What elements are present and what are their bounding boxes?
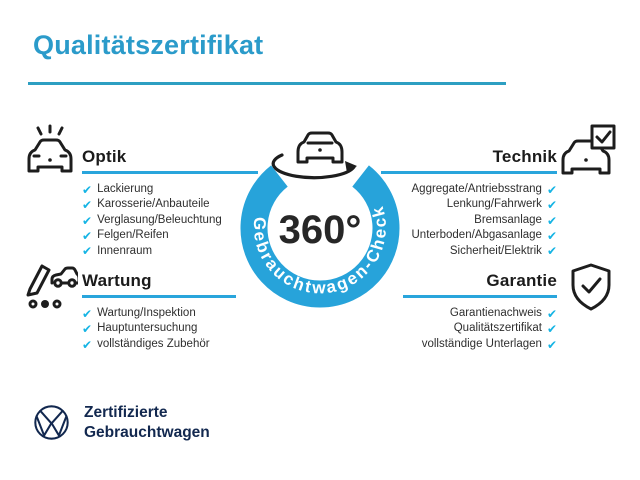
page-title: Qualitätszertifikat <box>33 30 264 60</box>
list-item-label: Felgen/Reifen <box>97 229 169 242</box>
check-icon: ✔ <box>82 306 93 321</box>
list-item: Sicherheit/Elektrik ✔ <box>381 244 557 259</box>
list-item-label: Hauptuntersuchung <box>97 322 198 335</box>
list-item-label: Innenraum <box>97 244 153 257</box>
brand-line-1: Zertifizierte <box>84 404 168 421</box>
check-icon: ✔ <box>546 337 557 352</box>
list-item-label: Garantienachweis <box>449 307 542 319</box>
brand-text: Zertifizierte Gebrauchtwagen <box>84 403 210 443</box>
title-divider <box>28 82 506 85</box>
list-item: ✔ Lackierung <box>82 182 258 197</box>
check-icon: ✔ <box>546 182 557 197</box>
check-icon: ✔ <box>546 213 557 228</box>
service-checklist-icon <box>24 258 81 317</box>
list-item: Garantienachweis ✔ <box>403 306 557 321</box>
list-item: Aggregate/Antriebsstrang ✔ <box>381 182 557 197</box>
list-item: vollständige Unterlagen ✔ <box>403 337 557 352</box>
car-rotate-icon <box>271 131 357 180</box>
section-wartung: Wartung ✔ Wartung/Inspektion ✔ Hauptunters… <box>82 271 236 352</box>
section-garantie-underline <box>403 295 557 298</box>
list-item: ✔ Wartung/Inspektion <box>82 306 236 321</box>
section-optik-list: ✔ Lackierung ✔ Karosserie/Anbauteile ✔ Verg… <box>82 182 258 259</box>
list-item: ✔ vollständiges Zubehör <box>82 337 236 352</box>
section-technik-list: Aggregate/Antriebsstrang ✔ Lenkung/Fahrwe… <box>381 182 558 259</box>
list-item: Unterboden/Abgasanlage ✔ <box>381 228 558 243</box>
section-technik: Technik Aggregate/Antriebsstrang ✔ Lenkun… <box>381 147 557 259</box>
list-item: ✔ Innenraum <box>82 244 258 259</box>
list-item: ✔ Karosserie/Anbauteile <box>82 197 258 212</box>
section-technik-underline <box>381 171 557 174</box>
list-item-label: Lenkung/Fahrwerk <box>446 198 542 211</box>
check-icon: ✔ <box>546 244 557 259</box>
car-checkbox-icon <box>560 124 618 181</box>
section-garantie-title: Garantie <box>486 271 557 290</box>
list-item-label: Verglasung/Beleuchtung <box>97 213 222 226</box>
section-garantie-list: Garantienachweis ✔ Qualitätszertifikat ✔ v… <box>403 306 557 352</box>
section-optik-underline <box>82 171 258 174</box>
car-front-shine-icon <box>24 124 76 179</box>
check-icon: ✔ <box>82 337 93 352</box>
section-wartung-underline <box>82 295 236 298</box>
section-wartung-title: Wartung <box>82 271 152 290</box>
degree-label: 360° <box>279 208 362 252</box>
list-item: Qualitätszertifikat ✔ <box>403 321 557 336</box>
check-icon: ✔ <box>82 213 93 228</box>
section-optik: Optik ✔ Lackierung ✔ Karosserie/Anbauteile… <box>82 147 258 259</box>
list-item-label: Sicherheit/Elektrik <box>449 244 542 257</box>
section-garantie: Garantie Garantienachweis ✔ Qualitätszert… <box>403 271 557 352</box>
list-item: ✔ Verglasung/Beleuchtung <box>82 213 258 228</box>
check-icon: ✔ <box>82 182 93 197</box>
check-icon: ✔ <box>546 322 557 337</box>
brand-line-2: Gebrauchtwagen <box>84 424 210 441</box>
shield-check-icon <box>566 262 616 319</box>
list-item-label: Qualitätszertifikat <box>453 322 542 335</box>
check-icon: ✔ <box>82 322 93 337</box>
check-icon: ✔ <box>82 198 93 213</box>
list-item-label: Unterboden/Abgasanlage <box>411 229 542 242</box>
list-item-label: vollständige Unterlagen <box>421 337 542 350</box>
360-check-graphic: Gebrauchtwagen-Check 360° <box>240 131 400 308</box>
section-optik-title: Optik <box>82 147 127 166</box>
check-icon: ✔ <box>82 228 93 243</box>
list-item: Bremsanlage ✔ <box>381 213 557 228</box>
check-icon: ✔ <box>546 228 557 243</box>
list-item: ✔ Hauptuntersuchung <box>82 321 236 336</box>
list-item: Lenkung/Fahrwerk ✔ <box>381 197 557 212</box>
list-item-label: Bremsanlage <box>474 213 542 226</box>
section-wartung-list: ✔ Wartung/Inspektion ✔ Hauptuntersuchung ✔… <box>82 306 236 352</box>
check-icon: ✔ <box>546 306 557 321</box>
list-item: ✔ Felgen/Reifen <box>82 228 258 243</box>
list-item-label: Aggregate/Antriebsstrang <box>411 183 542 195</box>
check-ring <box>240 165 400 308</box>
list-item-label: Wartung/Inspektion <box>97 307 196 319</box>
list-item-label: Karosserie/Anbauteile <box>97 198 210 211</box>
list-item-label: vollständiges Zubehör <box>97 337 210 350</box>
vw-logo <box>34 405 69 440</box>
section-technik-title: Technik <box>492 147 557 166</box>
list-item-label: Lackierung <box>97 183 154 195</box>
check-icon: ✔ <box>82 244 93 259</box>
check-icon: ✔ <box>546 198 557 213</box>
